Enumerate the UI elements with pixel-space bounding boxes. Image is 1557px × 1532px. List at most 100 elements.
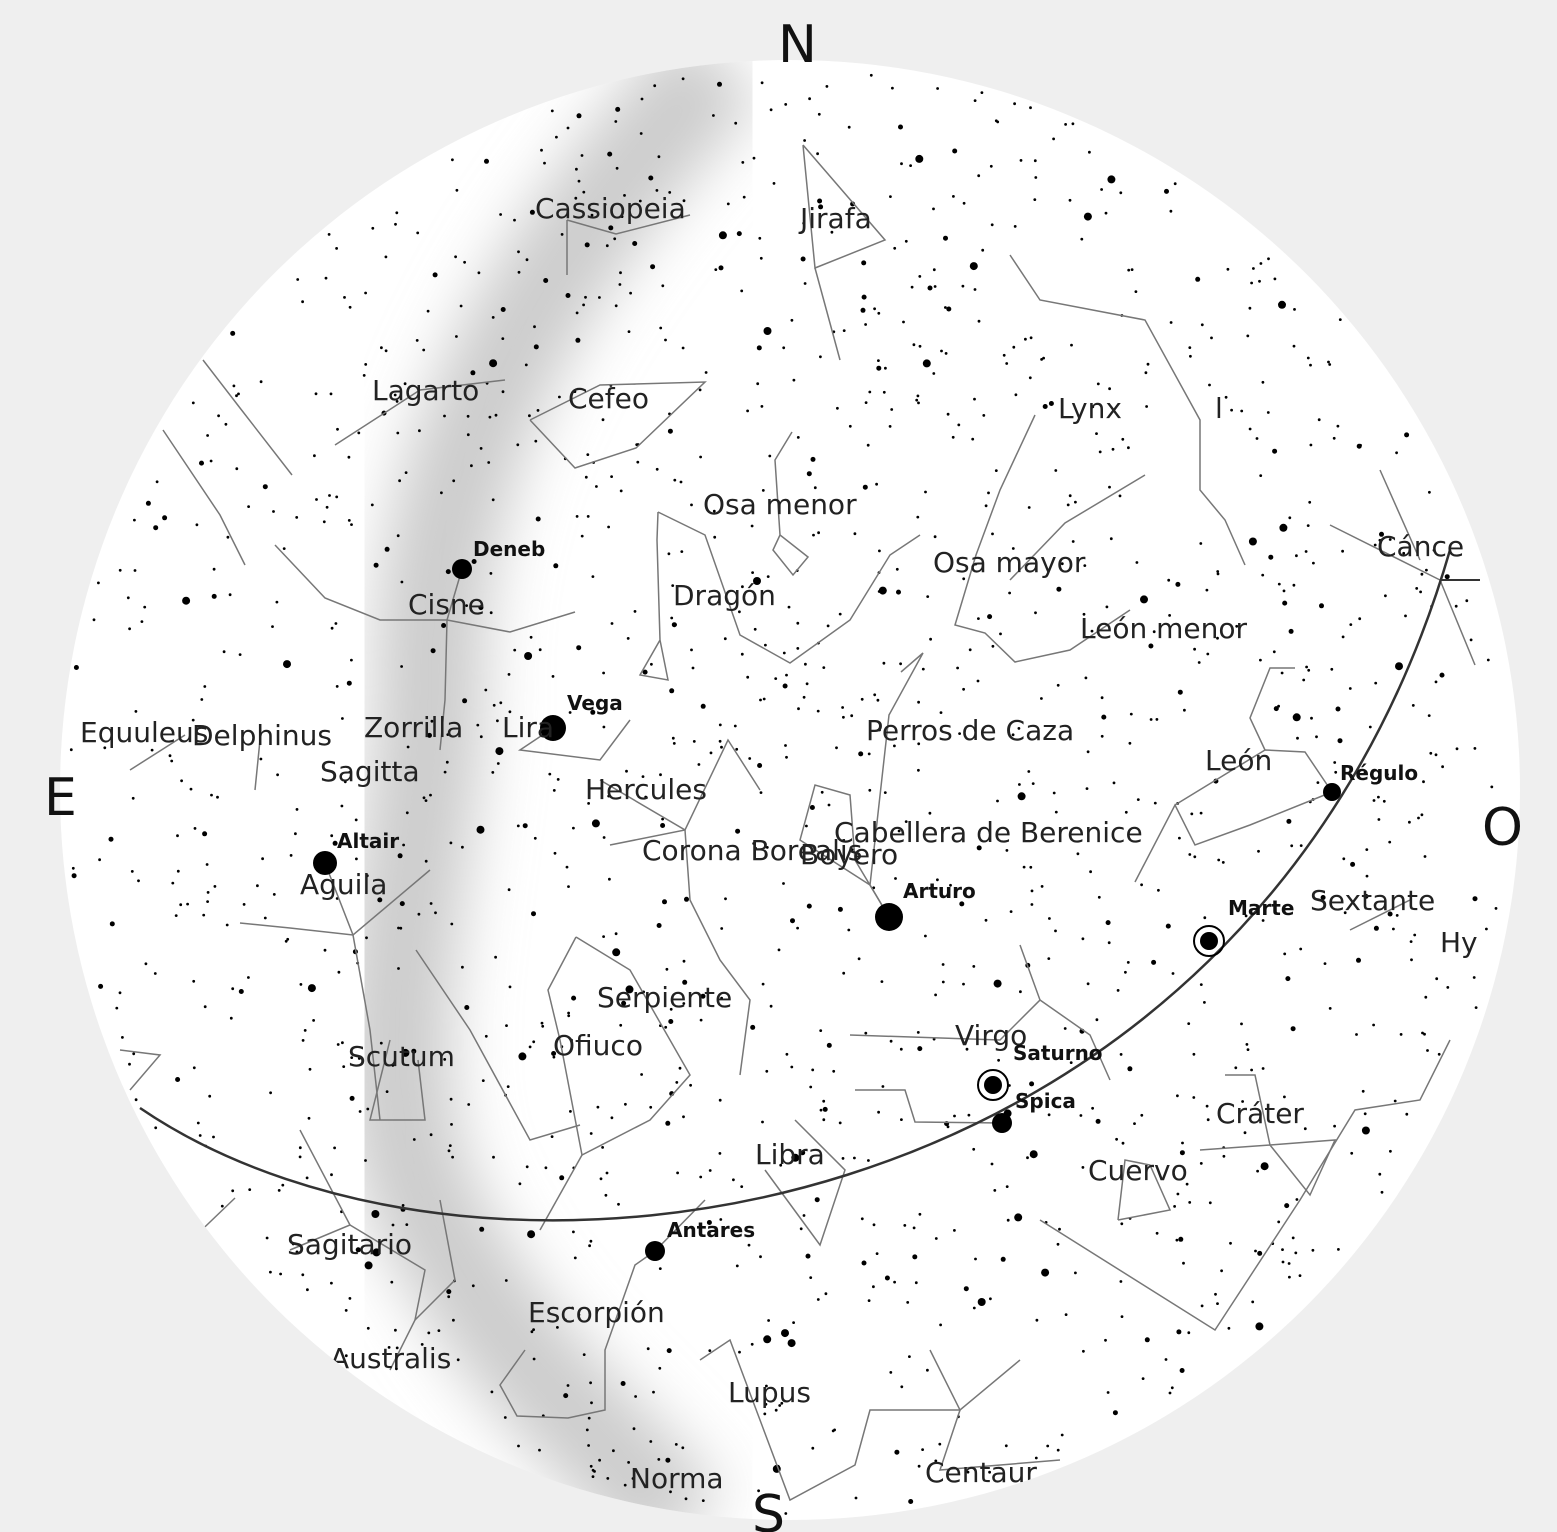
star-dot: [115, 1006, 119, 1010]
star-dot: [1409, 940, 1413, 943]
star-dot: [565, 293, 571, 298]
star-dot: [904, 820, 908, 823]
star-dot: [917, 742, 921, 746]
star-dot: [668, 191, 672, 194]
star-dot: [678, 1066, 682, 1070]
star-dot: [1259, 262, 1263, 265]
star-dot: [576, 113, 582, 119]
star-dot: [284, 939, 288, 943]
star-dot: [877, 359, 880, 362]
star-dot: [631, 1477, 635, 1480]
star-dot: [1027, 506, 1031, 509]
star-dot: [816, 1298, 820, 1301]
star-dot: [889, 1039, 893, 1043]
star-dot: [1494, 907, 1498, 910]
star-dot: [1226, 267, 1230, 271]
star-dot: [836, 406, 839, 410]
star-dot: [657, 1458, 661, 1461]
star-dot: [1018, 783, 1021, 786]
star-dot: [1013, 225, 1017, 228]
star-dot: [401, 1048, 410, 1057]
star-dot: [860, 307, 866, 313]
star-dot: [754, 846, 757, 850]
line: [324, 862, 381, 1121]
star-dot: [450, 922, 454, 926]
star-dot: [364, 363, 368, 366]
star-dot: [121, 1036, 124, 1039]
star-dot: [1379, 531, 1384, 537]
star-dot: [878, 728, 881, 732]
star-dot: [915, 154, 924, 163]
star-dot: [1104, 211, 1108, 215]
star-dot: [357, 1057, 361, 1060]
star-dot: [619, 271, 622, 275]
star-dot: [1112, 1410, 1118, 1416]
star-dot: [235, 394, 238, 398]
star-dot: [712, 114, 715, 117]
star-dot: [343, 780, 347, 784]
star-dot: [1295, 554, 1298, 558]
star-dot: [782, 346, 786, 350]
star-dot: [235, 467, 239, 471]
star-dot: [454, 255, 457, 259]
star-dot: [681, 1446, 685, 1450]
star-dot: [217, 414, 221, 418]
star-dot: [283, 660, 291, 669]
star-dot: [1299, 844, 1303, 847]
star-dot: [971, 437, 975, 441]
star-dot: [429, 793, 432, 797]
star-dot: [1164, 188, 1169, 194]
star-dot: [1046, 1444, 1050, 1448]
star-dot: [1267, 257, 1270, 261]
star-dot: [548, 772, 552, 776]
star-dot: [98, 858, 101, 862]
star-dot: [225, 923, 229, 927]
star-dot: [238, 989, 244, 994]
star-dot: [1140, 883, 1143, 887]
star-dot: [785, 673, 788, 677]
star-dot: [1295, 1198, 1299, 1201]
star-dot: [981, 248, 985, 252]
star-dot: [740, 289, 744, 293]
star-dot: [154, 1126, 158, 1130]
star-dot: [669, 1007, 673, 1011]
star-dot: [1136, 798, 1140, 801]
star-dot: [527, 1230, 536, 1239]
star-dot: [610, 622, 614, 625]
star-dot: [1169, 209, 1173, 213]
star-dot: [1176, 1192, 1180, 1196]
star-dot: [1081, 937, 1085, 941]
star-dot: [1108, 485, 1111, 489]
star-dot: [513, 218, 516, 222]
star-dot: [972, 1147, 976, 1151]
star-dot: [396, 431, 400, 435]
star-dot: [921, 667, 925, 671]
star-dot: [638, 199, 642, 203]
star-dot: [1195, 276, 1201, 282]
star-dot: [1252, 267, 1255, 270]
star-dot: [640, 1073, 643, 1076]
star-dot: [1363, 1112, 1367, 1116]
star-dot: [926, 595, 930, 598]
star-dot: [202, 831, 208, 837]
star-dot: [861, 260, 867, 266]
star-dot: [1095, 1118, 1101, 1124]
star-dot: [398, 479, 401, 483]
star-dot: [591, 575, 595, 578]
star-dot: [596, 1105, 600, 1109]
star-dot: [394, 1328, 397, 1332]
star-dot: [484, 158, 489, 164]
star-dot: [402, 843, 405, 847]
line: [799, 784, 890, 918]
star-dot: [1175, 581, 1181, 587]
star-dot: [817, 531, 820, 535]
star-dot: [370, 503, 374, 507]
star-dot: [1404, 432, 1410, 438]
star-dot: [505, 1024, 508, 1027]
star-dot: [1429, 751, 1433, 755]
star-dot: [1261, 573, 1265, 577]
star-dot: [658, 1366, 662, 1370]
star-dot: [753, 577, 761, 585]
star-dot: [137, 879, 140, 883]
star-dot: [1193, 647, 1196, 651]
